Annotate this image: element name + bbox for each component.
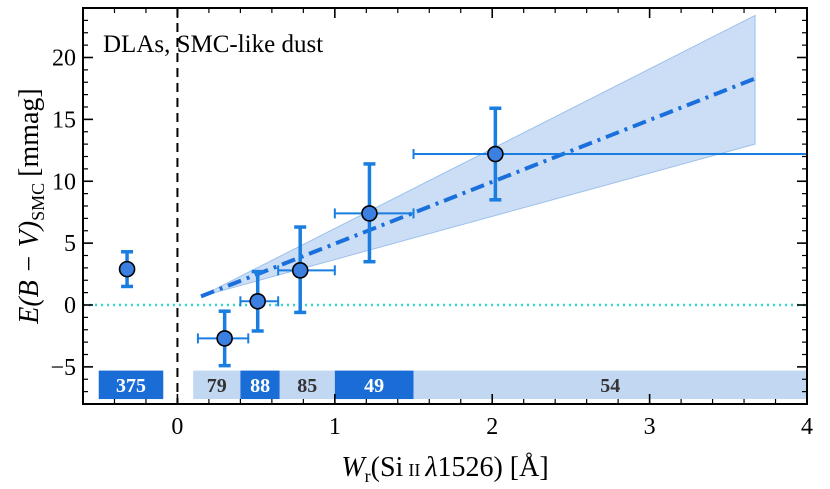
ticks-layer: 0 1 2 3 4 −5 0 5 10 15 20 xyxy=(50,7,813,440)
bin-count-label: 88 xyxy=(250,375,270,397)
y-tick-label: 10 xyxy=(52,169,76,195)
bin-box xyxy=(334,370,414,400)
y-tick-label: −5 xyxy=(50,355,76,381)
bin-count-label: 79 xyxy=(207,375,227,397)
fit-line-layer xyxy=(200,76,756,299)
confidence-band xyxy=(200,14,756,297)
x-tick-label: 4 xyxy=(801,414,813,440)
data-point xyxy=(249,292,267,310)
x-tick-label: 3 xyxy=(644,414,656,440)
fit-line xyxy=(200,76,756,299)
y-axis-label: E(B − V)SMC[mmag] xyxy=(14,88,48,325)
bin-box xyxy=(413,370,807,400)
bin-box xyxy=(240,370,280,400)
data-point xyxy=(291,262,309,279)
bin-box xyxy=(193,370,241,400)
y-tick-label: 5 xyxy=(64,231,76,257)
x-tick-label: 2 xyxy=(486,414,498,440)
bin-count-label: 375 xyxy=(116,375,146,397)
x-tick-label: 1 xyxy=(329,414,341,440)
y-tick-label: 15 xyxy=(52,107,76,133)
data-point xyxy=(487,145,504,163)
bin-count-label: 85 xyxy=(297,375,317,397)
bin-count-label: 54 xyxy=(600,375,620,397)
data-point xyxy=(118,260,136,278)
y-tick-label: 0 xyxy=(64,293,76,319)
bin-box xyxy=(98,370,164,400)
x-axis-label: Wr(Si II λ1526) [Å] xyxy=(341,452,548,486)
reference-lines-layer xyxy=(83,8,807,404)
bin-box xyxy=(279,370,335,400)
points-layer xyxy=(118,145,504,347)
x-tick-label: 0 xyxy=(171,414,183,440)
data-point xyxy=(361,205,378,222)
data-point xyxy=(216,330,233,347)
confidence-band-layer xyxy=(200,14,756,297)
y-tick-label: 20 xyxy=(52,46,76,72)
bin-boxes-layer: 375 79 88 85 49 54 xyxy=(98,370,807,400)
bin-count-label: 49 xyxy=(364,375,384,397)
chart-annotation: DLAs, SMC-like dust xyxy=(103,31,323,58)
